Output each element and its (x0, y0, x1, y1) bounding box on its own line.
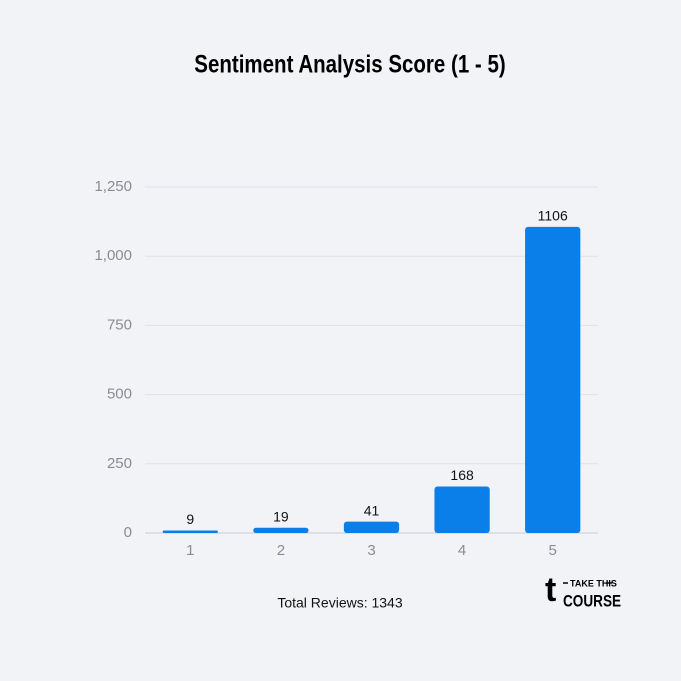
y-tick-label: 1,000 (94, 247, 132, 264)
y-tick-label: 250 (107, 455, 132, 472)
value-label: 1106 (538, 208, 568, 224)
footer-note: Total Reviews: 1343 (277, 595, 403, 611)
logo-top: TAKE THIS (570, 578, 617, 588)
y-tick-label: 750 (107, 316, 132, 333)
x-tick-label: 5 (549, 542, 557, 559)
x-tick-label: 3 (367, 542, 375, 559)
bar (434, 486, 490, 533)
value-label: 19 (273, 508, 289, 524)
y-tick-label: 500 (107, 386, 132, 403)
logo-bottom: COURSE (563, 592, 621, 611)
value-label: 41 (364, 502, 380, 518)
y-tick-label: 0 (124, 524, 132, 541)
y-tick-label: 1,250 (94, 178, 132, 195)
bar (525, 226, 581, 534)
logo: t TAKE THIS COURSE (545, 571, 621, 611)
value-label: 168 (450, 467, 474, 483)
bar (162, 530, 218, 533)
x-tick-label: 4 (458, 542, 466, 559)
x-tick-label: 2 (277, 542, 285, 559)
bar (343, 521, 400, 533)
value-label: 9 (186, 511, 194, 527)
chart-title: Sentiment Analysis Score (1 - 5) (194, 50, 505, 78)
logo-mark: t (545, 571, 556, 609)
bar (253, 527, 309, 533)
x-tick-label: 1 (186, 542, 194, 559)
